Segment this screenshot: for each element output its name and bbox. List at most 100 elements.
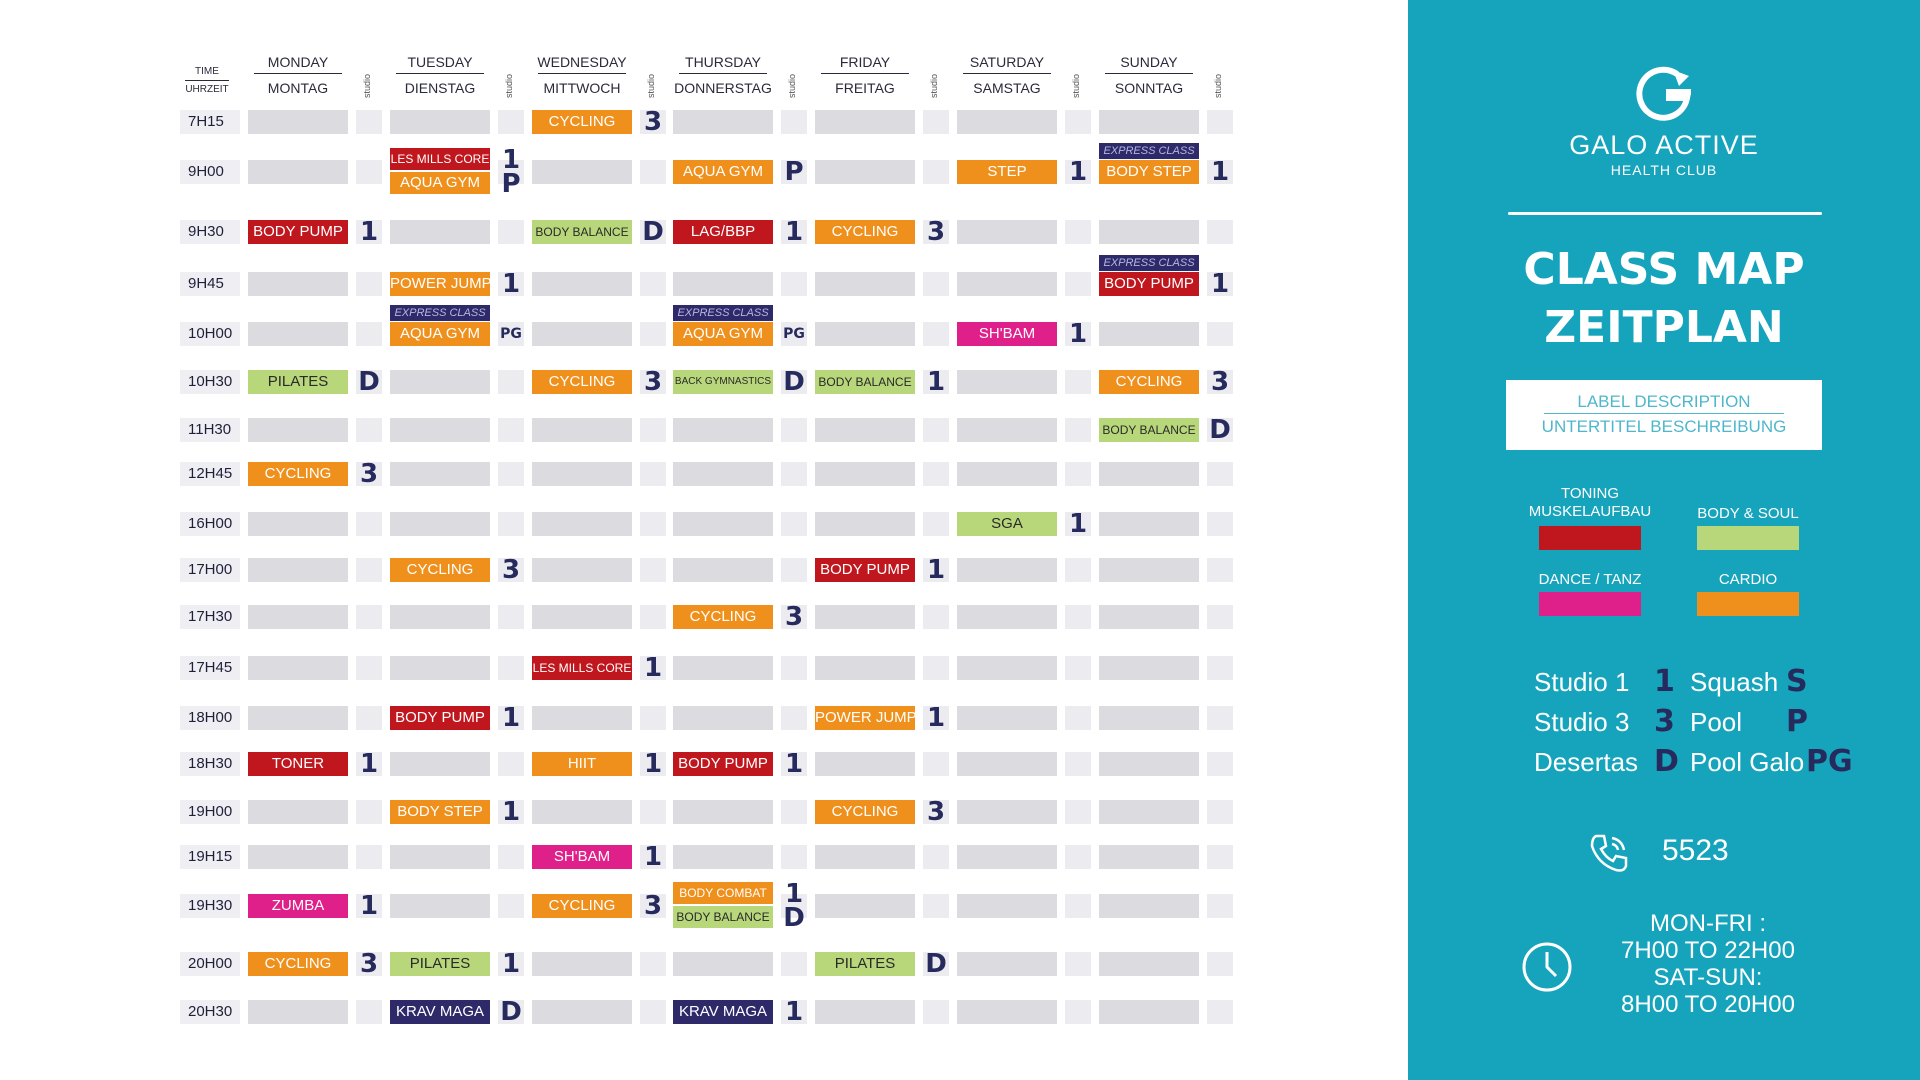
studio-cell bbox=[356, 272, 382, 296]
class-block[interactable]: SH'BAM bbox=[957, 322, 1057, 346]
empty-slot bbox=[248, 605, 348, 629]
express-class-tag: EXPRESS CLASS bbox=[390, 305, 490, 321]
class-block[interactable]: BODY BALANCE bbox=[1099, 418, 1199, 442]
studio-cell bbox=[640, 110, 666, 134]
class-block[interactable]: BODY COMBAT bbox=[673, 882, 773, 904]
studio-cell bbox=[498, 462, 524, 486]
studio-cell bbox=[781, 1000, 807, 1024]
studio-cell bbox=[498, 656, 524, 680]
class-block[interactable]: CYCLING bbox=[532, 894, 632, 918]
studio-cell bbox=[1065, 656, 1091, 680]
class-block[interactable]: LES MILLS CORE bbox=[390, 148, 490, 170]
studio-cell bbox=[1065, 110, 1091, 134]
class-block[interactable]: HIIT bbox=[532, 752, 632, 776]
studio-code: 1 bbox=[501, 949, 521, 979]
studio-code: 1 bbox=[501, 797, 521, 827]
studio-cell bbox=[1207, 1000, 1233, 1024]
label-description-box: LABEL DESCRIPTION UNTERTITEL BESCHREIBUN… bbox=[1506, 380, 1822, 450]
legend-label-cardio: CARDIO bbox=[1718, 571, 1778, 588]
class-block[interactable]: BODY PUMP bbox=[248, 220, 348, 244]
studio-cell bbox=[498, 800, 524, 824]
studio-cell bbox=[781, 558, 807, 582]
studio-code: D bbox=[783, 367, 805, 397]
studio-cell bbox=[498, 220, 524, 244]
class-block[interactable]: ZUMBA bbox=[248, 894, 348, 918]
class-block[interactable]: TONER bbox=[248, 752, 348, 776]
brand-name: GALO ACTIVE bbox=[1569, 130, 1759, 160]
studio-header: studio bbox=[929, 73, 939, 98]
class-block[interactable]: BODY PUMP bbox=[1099, 272, 1199, 296]
empty-slot bbox=[815, 656, 915, 680]
class-block[interactable]: AQUA GYM bbox=[390, 172, 490, 194]
class-block[interactable]: CYCLING bbox=[532, 110, 632, 134]
day-header-en: THURSDAY bbox=[685, 54, 761, 70]
class-block[interactable]: POWER JUMP bbox=[390, 272, 490, 296]
day-header-en: SATURDAY bbox=[969, 54, 1045, 70]
class-block[interactable]: AQUA GYM bbox=[673, 160, 773, 184]
day-header-de: SAMSTAG bbox=[973, 80, 1041, 96]
class-block[interactable]: LES MILLS CORE bbox=[532, 656, 632, 680]
studio-cell bbox=[356, 656, 382, 680]
empty-slot bbox=[248, 272, 348, 296]
location-squash: Squash bbox=[1690, 667, 1779, 697]
class-block[interactable]: PILATES bbox=[815, 952, 915, 976]
studio-cell bbox=[356, 370, 382, 394]
class-block[interactable]: PILATES bbox=[248, 370, 348, 394]
class-block[interactable]: CYCLING bbox=[532, 370, 632, 394]
class-block[interactable]: SGA bbox=[957, 512, 1057, 536]
location-code-squash: S bbox=[1786, 664, 1808, 699]
studio-cell bbox=[1065, 845, 1091, 869]
empty-slot bbox=[1099, 605, 1199, 629]
studio-cell bbox=[781, 110, 807, 134]
class-block[interactable]: CYCLING bbox=[815, 220, 915, 244]
studio-cell bbox=[923, 1000, 949, 1024]
class-block[interactable]: BODY BALANCE bbox=[673, 906, 773, 928]
studio-cell bbox=[1065, 558, 1091, 582]
class-block[interactable]: CYCLING bbox=[815, 800, 915, 824]
class-block[interactable]: CYCLING bbox=[248, 462, 348, 486]
class-block[interactable]: CYCLING bbox=[673, 605, 773, 629]
studio-cell bbox=[923, 706, 949, 730]
studio-code: PG bbox=[783, 326, 805, 342]
time-slot: 18H30 bbox=[180, 752, 240, 776]
studio-code: 3 bbox=[501, 555, 521, 585]
class-block[interactable]: POWER JUMP bbox=[815, 706, 915, 730]
class-block[interactable]: STEP bbox=[957, 160, 1057, 184]
class-block[interactable]: PILATES bbox=[390, 952, 490, 976]
class-block[interactable]: BODY PUMP bbox=[390, 706, 490, 730]
class-block[interactable]: CYCLING bbox=[248, 952, 348, 976]
studio-cell bbox=[640, 462, 666, 486]
studio-cell bbox=[1065, 706, 1091, 730]
class-block[interactable]: KRAV MAGA bbox=[390, 1000, 490, 1024]
class-block[interactable]: CYCLING bbox=[390, 558, 490, 582]
studio-cell bbox=[1065, 1000, 1091, 1024]
studio-cell bbox=[1207, 605, 1233, 629]
empty-slot bbox=[532, 605, 632, 629]
studio-cell bbox=[923, 418, 949, 442]
class-block[interactable]: AQUA GYM bbox=[390, 322, 490, 346]
studio-cell bbox=[1065, 605, 1091, 629]
studio-cell bbox=[781, 952, 807, 976]
class-block[interactable]: BACK GYMNASTICS bbox=[673, 370, 773, 394]
location-desertas: Desertas bbox=[1534, 747, 1639, 777]
empty-slot bbox=[957, 894, 1057, 918]
class-block[interactable]: LAG/BBP bbox=[673, 220, 773, 244]
class-block[interactable]: BODY BALANCE bbox=[815, 370, 915, 394]
class-block[interactable]: BODY STEP bbox=[1099, 160, 1199, 184]
day-header-1: TUESDAY DIENSTAG bbox=[386, 54, 494, 96]
class-block[interactable]: KRAV MAGA bbox=[673, 1000, 773, 1024]
empty-slot bbox=[1099, 845, 1199, 869]
day-header-en: TUESDAY bbox=[407, 54, 473, 70]
studio-code: 1 bbox=[359, 749, 379, 779]
studio-cell bbox=[640, 512, 666, 536]
class-block[interactable]: BODY PUMP bbox=[673, 752, 773, 776]
class-block[interactable]: BODY STEP bbox=[390, 800, 490, 824]
class-block[interactable]: CYCLING bbox=[1099, 370, 1199, 394]
class-block[interactable]: BODY BALANCE bbox=[532, 220, 632, 244]
class-block[interactable]: BODY PUMP bbox=[815, 558, 915, 582]
studio-cell bbox=[640, 160, 666, 184]
studio-cell bbox=[356, 952, 382, 976]
empty-slot bbox=[815, 272, 915, 296]
class-block[interactable]: AQUA GYM bbox=[673, 322, 773, 346]
class-block[interactable]: SH'BAM bbox=[532, 845, 632, 869]
